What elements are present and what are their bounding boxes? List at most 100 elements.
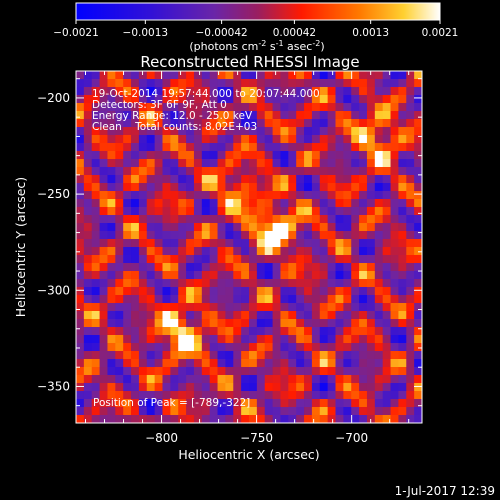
- heatmap-cell: [406, 103, 415, 112]
- heatmap-cell: [374, 311, 384, 320]
- heatmap-cell: [233, 143, 242, 152]
- heatmap-cell: [311, 191, 321, 200]
- heatmap-cell: [123, 231, 132, 240]
- heatmap-cell: [414, 183, 423, 192]
- heatmap-cell: [335, 159, 344, 168]
- heatmap-cell: [186, 119, 195, 128]
- heatmap-cell: [138, 287, 148, 296]
- heatmap-cell: [414, 383, 423, 392]
- heatmap-cell: [162, 399, 171, 408]
- colorbar-tick-label: 0.0013: [352, 27, 389, 39]
- heatmap-cell: [201, 303, 211, 312]
- heatmap-cell: [272, 375, 281, 384]
- heatmap-cell: [154, 215, 163, 224]
- heatmap-cell: [288, 167, 297, 176]
- heatmap-cell: [241, 303, 250, 312]
- heatmap-cell: [335, 263, 344, 272]
- heatmap-cell: [178, 367, 187, 376]
- heatmap-cell: [390, 223, 399, 232]
- heatmap-cell: [162, 151, 171, 160]
- heatmap-cell: [280, 415, 289, 424]
- heatmap-cell: [280, 231, 289, 240]
- heatmap-cell: [99, 271, 108, 280]
- heatmap-cell: [359, 183, 368, 192]
- heatmap-cell: [366, 79, 376, 88]
- heatmap-cell: [256, 311, 266, 320]
- heatmap-cell: [76, 95, 85, 104]
- heatmap-cell: [146, 399, 156, 408]
- heatmap-cell: [374, 183, 384, 192]
- heatmap-cell: [138, 87, 148, 96]
- heatmap-cell: [76, 239, 85, 248]
- heatmap-cell: [186, 391, 195, 400]
- heatmap-cell: [91, 271, 100, 280]
- heatmap-cell: [99, 287, 108, 296]
- heatmap-cell: [76, 375, 85, 384]
- heatmap-cell: [382, 311, 391, 320]
- heatmap-cell: [233, 199, 242, 208]
- heatmap-cell: [193, 103, 203, 112]
- heatmap-cell: [351, 111, 360, 120]
- heatmap-cell: [225, 407, 234, 416]
- heatmap-cell: [225, 71, 234, 80]
- heatmap-cell: [201, 255, 211, 264]
- heatmap-cell: [233, 183, 242, 192]
- heatmap-cell: [390, 367, 399, 376]
- heatmap-cell: [359, 207, 368, 216]
- heatmap-cell: [201, 335, 211, 344]
- heatmap-cell: [131, 279, 140, 288]
- heatmap-cell: [186, 407, 195, 416]
- heatmap-cell: [154, 351, 163, 360]
- heatmap-cell: [76, 399, 85, 408]
- heatmap-cell: [288, 295, 297, 304]
- heatmap-cell: [186, 415, 195, 424]
- heatmap-cell: [178, 111, 187, 120]
- heatmap-cell: [256, 191, 266, 200]
- heatmap-cell: [359, 351, 368, 360]
- heatmap-cell: [335, 311, 344, 320]
- heatmap-cell: [83, 191, 93, 200]
- heatmap-cell: [193, 143, 203, 152]
- heatmap-cell: [178, 167, 187, 176]
- heatmap-cell: [241, 151, 250, 160]
- heatmap-cell: [154, 151, 163, 160]
- heatmap-cell: [382, 319, 391, 328]
- heatmap-cell: [374, 407, 384, 416]
- heatmap-cell: [233, 111, 242, 120]
- heatmap-cell: [398, 255, 407, 264]
- heatmap-cell: [414, 159, 423, 168]
- heatmap-cell: [414, 223, 423, 232]
- heatmap-cell: [115, 399, 124, 408]
- heatmap-cell: [91, 343, 100, 352]
- heatmap-cell: [99, 135, 108, 144]
- heatmap-cell: [123, 143, 132, 152]
- heatmap-cell: [162, 199, 171, 208]
- heatmap-cell: [382, 359, 391, 368]
- heatmap-cell: [131, 359, 140, 368]
- heatmap-cell: [123, 343, 132, 352]
- heatmap-cell: [131, 335, 140, 344]
- heatmap-cell: [233, 263, 242, 272]
- heatmap-cell: [406, 79, 415, 88]
- heatmap-cell: [131, 407, 140, 416]
- heatmap-cell: [107, 327, 116, 336]
- heatmap-cell: [193, 111, 203, 120]
- heatmap-cell: [249, 375, 258, 384]
- heatmap-cell: [272, 175, 281, 184]
- heatmap-cell: [241, 159, 250, 168]
- heatmap-cell: [351, 319, 360, 328]
- heatmap-cell: [146, 223, 156, 232]
- heatmap-cell: [146, 335, 156, 344]
- heatmap-cell: [146, 415, 156, 424]
- heatmap-cell: [241, 367, 250, 376]
- heatmap-cell: [319, 311, 329, 320]
- heatmap-cell: [107, 231, 116, 240]
- heatmap-cell: [83, 87, 93, 96]
- heatmap-cell: [162, 119, 171, 128]
- heatmap-cell: [193, 383, 203, 392]
- heatmap-cell: [406, 207, 415, 216]
- heatmap-cell: [390, 167, 399, 176]
- heatmap-cell: [288, 71, 297, 80]
- heatmap-cell: [335, 375, 344, 384]
- heatmap-cell: [178, 95, 187, 104]
